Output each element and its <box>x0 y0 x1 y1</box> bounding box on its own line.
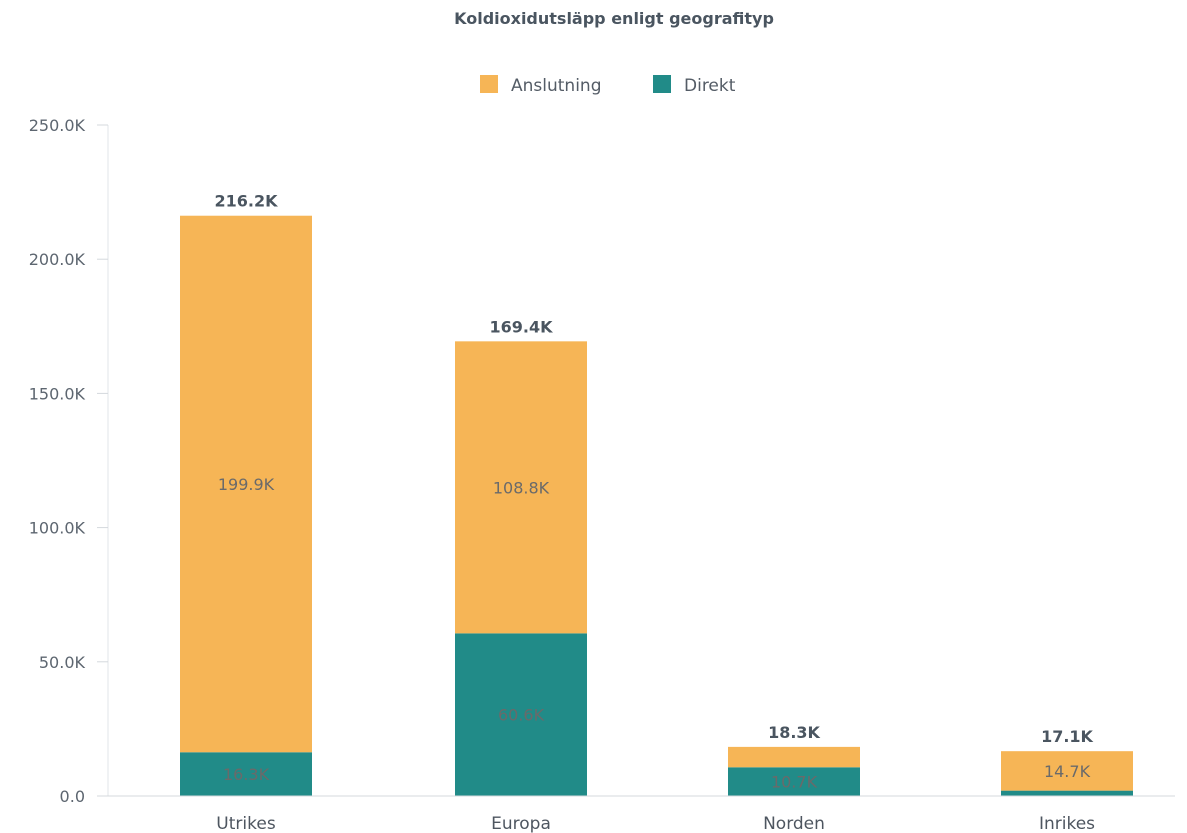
x-tick-label-utrikes: Utrikes <box>216 814 276 833</box>
bar-segment-anslutning-norden[interactable] <box>728 746 860 768</box>
bar-segment-anslutning-europa[interactable] <box>455 341 587 634</box>
bar-segment-anslutning-inrikes[interactable] <box>1001 751 1133 791</box>
x-tick-label-europa: Europa <box>491 814 551 833</box>
bar-group-inrikes: 14.7K 17.1K <box>1001 727 1133 796</box>
x-tick-label-norden: Norden <box>763 814 825 833</box>
legend: Anslutning Direkt <box>480 75 736 96</box>
legend-label: Anslutning <box>511 76 602 96</box>
y-tick-label: 250.0K <box>29 116 86 135</box>
bar-group-europa: 60.6K 108.8K 169.4K <box>455 317 587 796</box>
legend-swatch <box>480 75 498 93</box>
legend-swatch <box>653 75 671 93</box>
legend-item-direkt[interactable]: Direkt <box>653 75 736 96</box>
total-label-inrikes: 17.1K <box>1041 727 1093 746</box>
chart-title: Koldioxidutsläpp enligt geografityp <box>454 9 774 28</box>
y-tick-label: 200.0K <box>29 250 86 269</box>
total-label-europa: 169.4K <box>489 317 553 336</box>
data-label-anslutning-europa: 108.8K <box>493 478 550 497</box>
total-label-utrikes: 216.2K <box>214 192 278 211</box>
bar-segment-direkt-inrikes[interactable] <box>1001 790 1133 796</box>
y-tick-label: 150.0K <box>29 384 86 403</box>
bar-segment-direkt-norden[interactable] <box>728 767 860 796</box>
legend-label: Direkt <box>684 76 736 96</box>
bar-segment-direkt-europa[interactable] <box>455 633 587 796</box>
bar-segment-anslutning-utrikes[interactable] <box>180 215 312 753</box>
y-tick-label: 50.0K <box>39 653 86 672</box>
x-tick-label-inrikes: Inrikes <box>1039 814 1095 833</box>
bar-group-norden: 10.7K 18.3K <box>728 723 860 796</box>
data-label-direkt-utrikes: 16.3K <box>223 765 270 784</box>
y-axis: 0.0 50.0K 100.0K 150.0K 200.0K 250.0K <box>29 116 109 806</box>
data-label-anslutning-utrikes: 199.9K <box>218 475 275 494</box>
y-tick-label: 0.0 <box>60 787 85 806</box>
total-label-norden: 18.3K <box>768 723 820 742</box>
bar-segment-direkt-utrikes[interactable] <box>180 752 312 796</box>
bars: 16.3K199.9K216.2K60.6K108.8K169.4K10.7K1… <box>180 192 1133 796</box>
x-axis: Utrikes Europa Norden Inrikes <box>108 795 1175 833</box>
data-label-direkt-norden: 10.7K <box>771 773 818 792</box>
legend-item-anslutning[interactable]: Anslutning <box>480 75 602 96</box>
data-label-anslutning-inrikes: 14.7K <box>1044 762 1091 781</box>
bar-group-utrikes: 16.3K 199.9K 216.2K <box>180 192 312 796</box>
data-label-direkt-europa: 60.6K <box>498 706 545 725</box>
y-tick-label: 100.0K <box>29 519 86 538</box>
